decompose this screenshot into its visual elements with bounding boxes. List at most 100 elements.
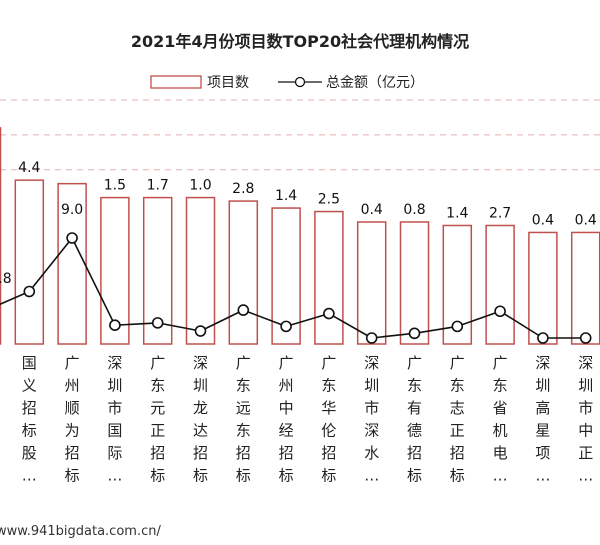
category-label-6-char-2: 远 (236, 399, 251, 417)
category-label-9-char-4: 水 (364, 444, 379, 462)
legend-line-label: 总金额（亿元） (326, 75, 424, 91)
category-label-12-char-3: 机 (493, 422, 508, 440)
category-label-1-char-0: 国 (22, 354, 37, 372)
amount-point-12 (494, 305, 506, 318)
bar-9 (356, 221, 387, 345)
legend-bar-swatch (150, 75, 202, 89)
category-label-8-char-3: 伦 (321, 422, 336, 440)
amount-point-6 (237, 304, 250, 316)
category-label-1-char-1: 义 (22, 377, 37, 395)
category-label-12-char-2: 省 (493, 399, 508, 417)
category-label-11-char-2: 志 (450, 399, 465, 417)
category-label-2-char-5: 标 (65, 467, 80, 485)
category-label-5-char-4: 招 (193, 444, 208, 462)
data-label-8: 2.5 (318, 192, 340, 208)
category-label-14-char-2: 市 (578, 399, 593, 417)
category-label-5-char-3: 达 (193, 422, 208, 440)
category-label-7-char-3: 经 (279, 422, 294, 440)
category-label-10-char-4: 招 (407, 444, 422, 462)
grid (0, 99, 600, 171)
category-label-12-char-5: … (493, 467, 508, 485)
category-label-14-char-1: 圳 (578, 377, 593, 395)
category-label-6-char-3: 东 (236, 422, 251, 440)
category-label-9-char-0: 深 (364, 354, 379, 372)
category-label-7-char-2: 中 (279, 399, 294, 417)
category-label-4-char-0: 广 (150, 354, 165, 372)
category-label-1-char-4: 股 (22, 444, 37, 462)
category-label-3-char-2: 市 (107, 399, 122, 417)
category-label-7-char-1: 州 (279, 377, 294, 395)
amount-point-14 (579, 332, 592, 344)
amount-point-4 (151, 317, 164, 329)
category-label-7-char-5: 标 (279, 467, 294, 485)
category-label-4-char-2: 元 (150, 399, 165, 417)
category-label-8-char-5: 标 (321, 467, 336, 485)
category-label-11-char-3: 正 (450, 422, 465, 440)
category-label-12-char-4: 电 (493, 444, 508, 462)
category-label-10-char-0: 广 (407, 354, 422, 372)
category-label-3-char-0: 深 (107, 354, 122, 372)
data-label-13: 0.4 (532, 212, 554, 228)
category-label-13-char-0: 深 (535, 354, 550, 372)
category-label-1-char-2: 招 (22, 399, 37, 417)
amount-point-1 (23, 285, 36, 298)
category-label-14-char-3: 中 (578, 422, 593, 440)
bar-10 (399, 221, 430, 345)
data-label-3: 1.5 (104, 178, 126, 194)
data-label-12: 2.7 (489, 205, 511, 221)
category-label-10-char-1: 东 (407, 377, 422, 395)
category-label-12-char-0: 广 (493, 354, 508, 372)
source-text: www.941bigdata.com.cn/ (0, 524, 161, 539)
bar-1 (14, 179, 45, 345)
category-label-10-char-2: 有 (407, 399, 422, 417)
category-label-13-char-4: 项 (535, 444, 550, 462)
amount-point-7 (280, 320, 292, 333)
data-label-2: 9.0 (61, 202, 83, 218)
legend-line-marker (294, 76, 306, 88)
category-label-2-char-3: 为 (65, 422, 80, 440)
category-label-3-char-3: 国 (107, 422, 122, 440)
category-label-3-char-4: 际 (107, 444, 122, 462)
category-label-14-char-0: 深 (578, 354, 593, 372)
category-label-11-char-5: 标 (450, 467, 465, 485)
bar-0 (0, 127, 2, 345)
category-label-2-char-1: 州 (65, 377, 80, 395)
category-label-1-char-5: … (22, 467, 37, 485)
category-label-9-char-2: 市 (364, 399, 379, 417)
legend: 项目数 总金额（亿元） (150, 75, 424, 91)
amount-line (0, 232, 592, 344)
category-label-3-char-5: … (107, 467, 122, 485)
bar-12 (485, 224, 515, 345)
bars (0, 127, 600, 345)
category-label-4-char-3: 正 (150, 422, 165, 440)
category-label-11-char-0: 广 (450, 354, 465, 372)
category-label-4-char-1: 东 (150, 377, 165, 395)
data-label-5: 1.0 (189, 178, 211, 194)
amount-point-9 (365, 332, 378, 344)
category-label-8-char-0: 广 (321, 354, 336, 372)
category-label-8-char-1: 东 (321, 377, 336, 395)
amount-point-8 (323, 307, 335, 320)
category-label-9-char-5: … (364, 467, 379, 485)
bar-6 (228, 200, 259, 345)
amount-point-5 (194, 325, 207, 337)
amount-point-10 (408, 327, 421, 340)
category-label-13-char-1: 圳 (535, 377, 550, 395)
data-label-10: 0.8 (403, 202, 425, 218)
category-label-6-char-0: 广 (236, 354, 251, 372)
data-label-7: 1.4 (275, 188, 297, 204)
chart-title: 2021年4月份项目数TOP20社会代理机构情况 (131, 32, 469, 51)
category-label-1-char-3: 标 (22, 422, 37, 440)
category-label-4-char-4: 招 (150, 444, 165, 462)
category-label-13-char-5: … (535, 467, 550, 485)
category-label-5-char-1: 圳 (193, 377, 208, 395)
category-labels: 广东省城建招国义招标股…广州顺为招标深圳市国际…广东元正招标深圳龙达招标广东远东… (22, 354, 593, 485)
bar-14 (570, 231, 600, 345)
category-label-7-char-0: 广 (279, 354, 294, 372)
bar-8 (314, 210, 344, 345)
category-label-8-char-2: 华 (321, 399, 336, 417)
data-label-14: 0.4 (575, 212, 597, 228)
category-label-5-char-5: 标 (193, 467, 208, 485)
data-label-9: 0.4 (361, 202, 383, 218)
